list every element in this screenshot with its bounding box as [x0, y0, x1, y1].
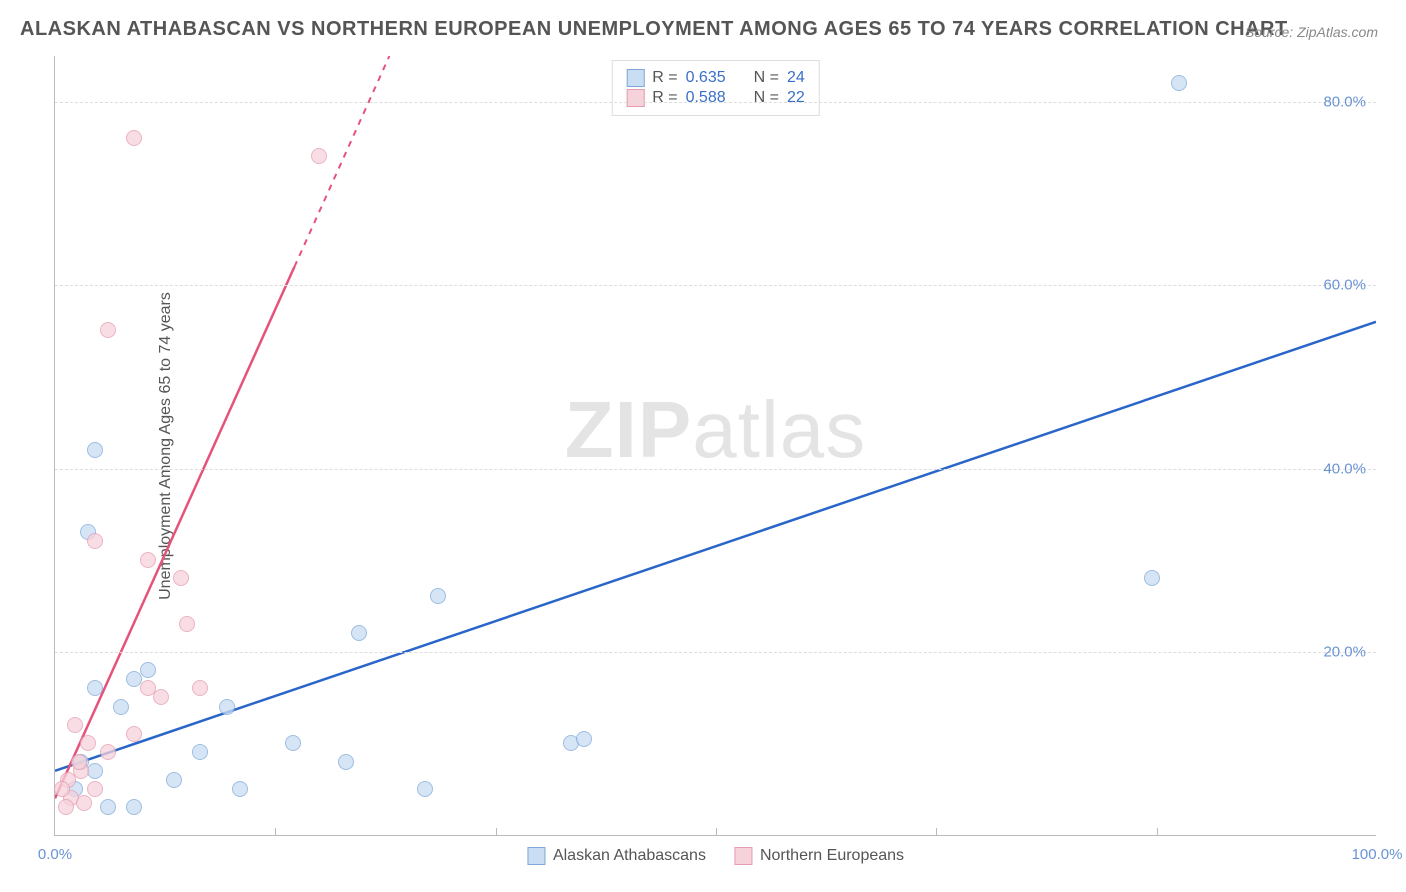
- stats-row: R = 0.635 N = 24: [626, 69, 805, 87]
- n-value: 24: [787, 69, 805, 87]
- y-tick-label: 40.0%: [1323, 460, 1366, 477]
- data-point: [311, 148, 327, 164]
- x-tick-mark: [275, 828, 276, 836]
- data-point: [153, 689, 169, 705]
- data-point: [100, 799, 116, 815]
- legend-item: Northern Europeans: [734, 847, 904, 865]
- series-swatch: [626, 89, 644, 107]
- r-label: R =: [652, 69, 677, 87]
- x-tick-label: 0.0%: [38, 846, 72, 863]
- legend-label: Northern Europeans: [760, 847, 904, 865]
- data-point: [113, 699, 129, 715]
- x-tick-mark: [496, 828, 497, 836]
- n-label: N =: [754, 89, 779, 107]
- data-point: [166, 772, 182, 788]
- y-tick-label: 20.0%: [1323, 644, 1366, 661]
- data-point: [58, 799, 74, 815]
- data-point: [100, 744, 116, 760]
- stats-row: R = 0.588 N = 22: [626, 89, 805, 107]
- data-point: [430, 588, 446, 604]
- data-point: [576, 731, 592, 747]
- x-tick-label: 100.0%: [1352, 846, 1403, 863]
- y-tick-label: 60.0%: [1323, 277, 1366, 294]
- scatter-plot-area: ZIPatlas R =0.635N =24R =0.588N =22 Alas…: [54, 56, 1376, 836]
- data-point: [351, 625, 367, 641]
- data-point: [1144, 570, 1160, 586]
- data-point: [140, 552, 156, 568]
- data-point: [126, 726, 142, 742]
- source-attribution: Source: ZipAtlas.com: [1245, 24, 1378, 40]
- data-point: [1171, 75, 1187, 91]
- x-tick-mark: [716, 828, 717, 836]
- data-point: [100, 322, 116, 338]
- data-point: [87, 533, 103, 549]
- watermark: ZIPatlas: [565, 384, 866, 476]
- data-point: [87, 781, 103, 797]
- series-swatch: [626, 69, 644, 87]
- gridline-h: [55, 469, 1376, 470]
- n-label: N =: [754, 69, 779, 87]
- chart-title: ALASKAN ATHABASCAN VS NORTHERN EUROPEAN …: [20, 18, 1288, 41]
- data-point: [179, 616, 195, 632]
- data-point: [219, 699, 235, 715]
- x-tick-mark: [936, 828, 937, 836]
- data-point: [192, 744, 208, 760]
- data-point: [232, 781, 248, 797]
- data-point: [417, 781, 433, 797]
- trend-lines-svg: [55, 56, 1376, 835]
- gridline-h: [55, 285, 1376, 286]
- data-point: [54, 781, 70, 797]
- data-point: [126, 130, 142, 146]
- data-point: [140, 662, 156, 678]
- data-point: [338, 754, 354, 770]
- r-label: R =: [652, 89, 677, 107]
- legend: Alaskan Athabascans Northern Europeans: [527, 847, 904, 865]
- data-point: [126, 799, 142, 815]
- legend-item: Alaskan Athabascans: [527, 847, 706, 865]
- x-tick-mark: [1157, 828, 1158, 836]
- data-point: [87, 680, 103, 696]
- data-point: [80, 735, 96, 751]
- data-point: [192, 680, 208, 696]
- data-point: [173, 570, 189, 586]
- n-value: 22: [787, 89, 805, 107]
- legend-swatch: [527, 847, 545, 865]
- legend-label: Alaskan Athabascans: [553, 847, 706, 865]
- legend-swatch: [734, 847, 752, 865]
- gridline-h: [55, 652, 1376, 653]
- data-point: [67, 717, 83, 733]
- data-point: [76, 795, 92, 811]
- gridline-h: [55, 102, 1376, 103]
- data-point: [71, 754, 87, 770]
- correlation-stats-box: R = 0.635 N = 24 R = 0.588 N = 22: [611, 60, 820, 116]
- r-value: 0.635: [686, 69, 726, 87]
- data-point: [285, 735, 301, 751]
- r-value: 0.588: [686, 89, 726, 107]
- y-tick-label: 80.0%: [1323, 93, 1366, 110]
- data-point: [87, 442, 103, 458]
